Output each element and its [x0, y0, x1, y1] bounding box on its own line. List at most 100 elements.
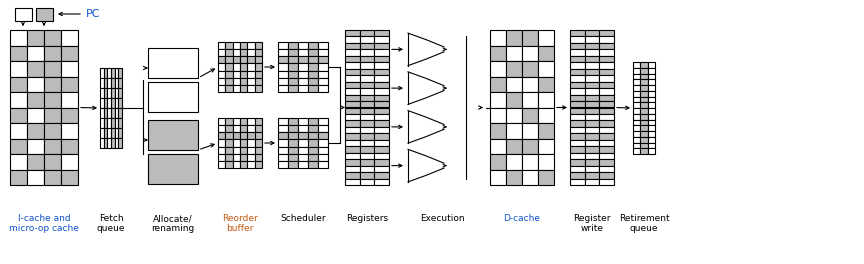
- Bar: [600, 69, 614, 75]
- Bar: [585, 56, 600, 62]
- Bar: [240, 132, 247, 139]
- Bar: [600, 140, 614, 146]
- Bar: [570, 43, 585, 49]
- Bar: [633, 131, 640, 137]
- Bar: [538, 30, 554, 45]
- Bar: [148, 154, 198, 184]
- Bar: [61, 45, 78, 61]
- Bar: [648, 79, 655, 85]
- Bar: [226, 56, 232, 63]
- Bar: [318, 154, 328, 161]
- Bar: [247, 118, 255, 125]
- Bar: [298, 49, 308, 56]
- Bar: [44, 169, 61, 185]
- Bar: [585, 127, 600, 133]
- Bar: [118, 88, 122, 98]
- Bar: [115, 118, 118, 128]
- Bar: [570, 107, 585, 114]
- Bar: [104, 88, 107, 98]
- Bar: [522, 92, 538, 107]
- Bar: [506, 169, 522, 185]
- Bar: [27, 61, 44, 77]
- Bar: [374, 69, 389, 75]
- Bar: [359, 178, 374, 185]
- Bar: [100, 88, 104, 98]
- Bar: [278, 125, 288, 132]
- Bar: [345, 140, 359, 146]
- Bar: [359, 36, 374, 43]
- Bar: [600, 153, 614, 159]
- Bar: [633, 73, 640, 79]
- Bar: [345, 133, 359, 140]
- Bar: [640, 108, 648, 114]
- Bar: [115, 128, 118, 138]
- Bar: [247, 139, 255, 147]
- Bar: [538, 61, 554, 77]
- Bar: [255, 118, 262, 125]
- Bar: [288, 118, 298, 125]
- Bar: [318, 42, 328, 49]
- Bar: [247, 70, 255, 78]
- Bar: [226, 78, 232, 85]
- Bar: [288, 56, 298, 63]
- Bar: [633, 114, 640, 120]
- Bar: [359, 56, 374, 62]
- Bar: [585, 62, 600, 69]
- Bar: [345, 120, 359, 127]
- Text: Fetch
queue: Fetch queue: [97, 214, 125, 233]
- Bar: [278, 139, 288, 147]
- Bar: [633, 125, 640, 131]
- Bar: [104, 98, 107, 108]
- Bar: [600, 62, 614, 69]
- Bar: [345, 153, 359, 159]
- Bar: [490, 61, 506, 77]
- Bar: [226, 132, 232, 139]
- Bar: [345, 30, 359, 36]
- Bar: [218, 78, 226, 85]
- Bar: [247, 161, 255, 168]
- Bar: [298, 63, 308, 70]
- Bar: [10, 45, 27, 61]
- Bar: [570, 101, 585, 107]
- Bar: [374, 178, 389, 185]
- Bar: [111, 88, 115, 98]
- Bar: [308, 132, 318, 139]
- Bar: [104, 78, 107, 88]
- Bar: [345, 172, 359, 178]
- Bar: [27, 123, 44, 139]
- Bar: [359, 69, 374, 75]
- Bar: [345, 88, 359, 95]
- Bar: [288, 154, 298, 161]
- Bar: [600, 166, 614, 172]
- Bar: [15, 8, 32, 21]
- Bar: [247, 85, 255, 92]
- Bar: [585, 153, 600, 159]
- Bar: [640, 131, 648, 137]
- Bar: [538, 123, 554, 139]
- Bar: [255, 78, 262, 85]
- Bar: [538, 139, 554, 154]
- Bar: [288, 125, 298, 132]
- Bar: [247, 56, 255, 63]
- Bar: [100, 128, 104, 138]
- Bar: [218, 63, 226, 70]
- Bar: [218, 132, 226, 139]
- Bar: [570, 172, 585, 178]
- Bar: [298, 154, 308, 161]
- Bar: [318, 70, 328, 78]
- Bar: [44, 139, 61, 154]
- Bar: [240, 118, 247, 125]
- Bar: [640, 97, 648, 102]
- Bar: [308, 118, 318, 125]
- Bar: [648, 131, 655, 137]
- Bar: [232, 42, 240, 49]
- Bar: [345, 43, 359, 49]
- Bar: [27, 169, 44, 185]
- Bar: [27, 107, 44, 123]
- Bar: [255, 49, 262, 56]
- Bar: [506, 77, 522, 92]
- Bar: [218, 125, 226, 132]
- Bar: [585, 88, 600, 95]
- Bar: [107, 68, 111, 78]
- Bar: [61, 139, 78, 154]
